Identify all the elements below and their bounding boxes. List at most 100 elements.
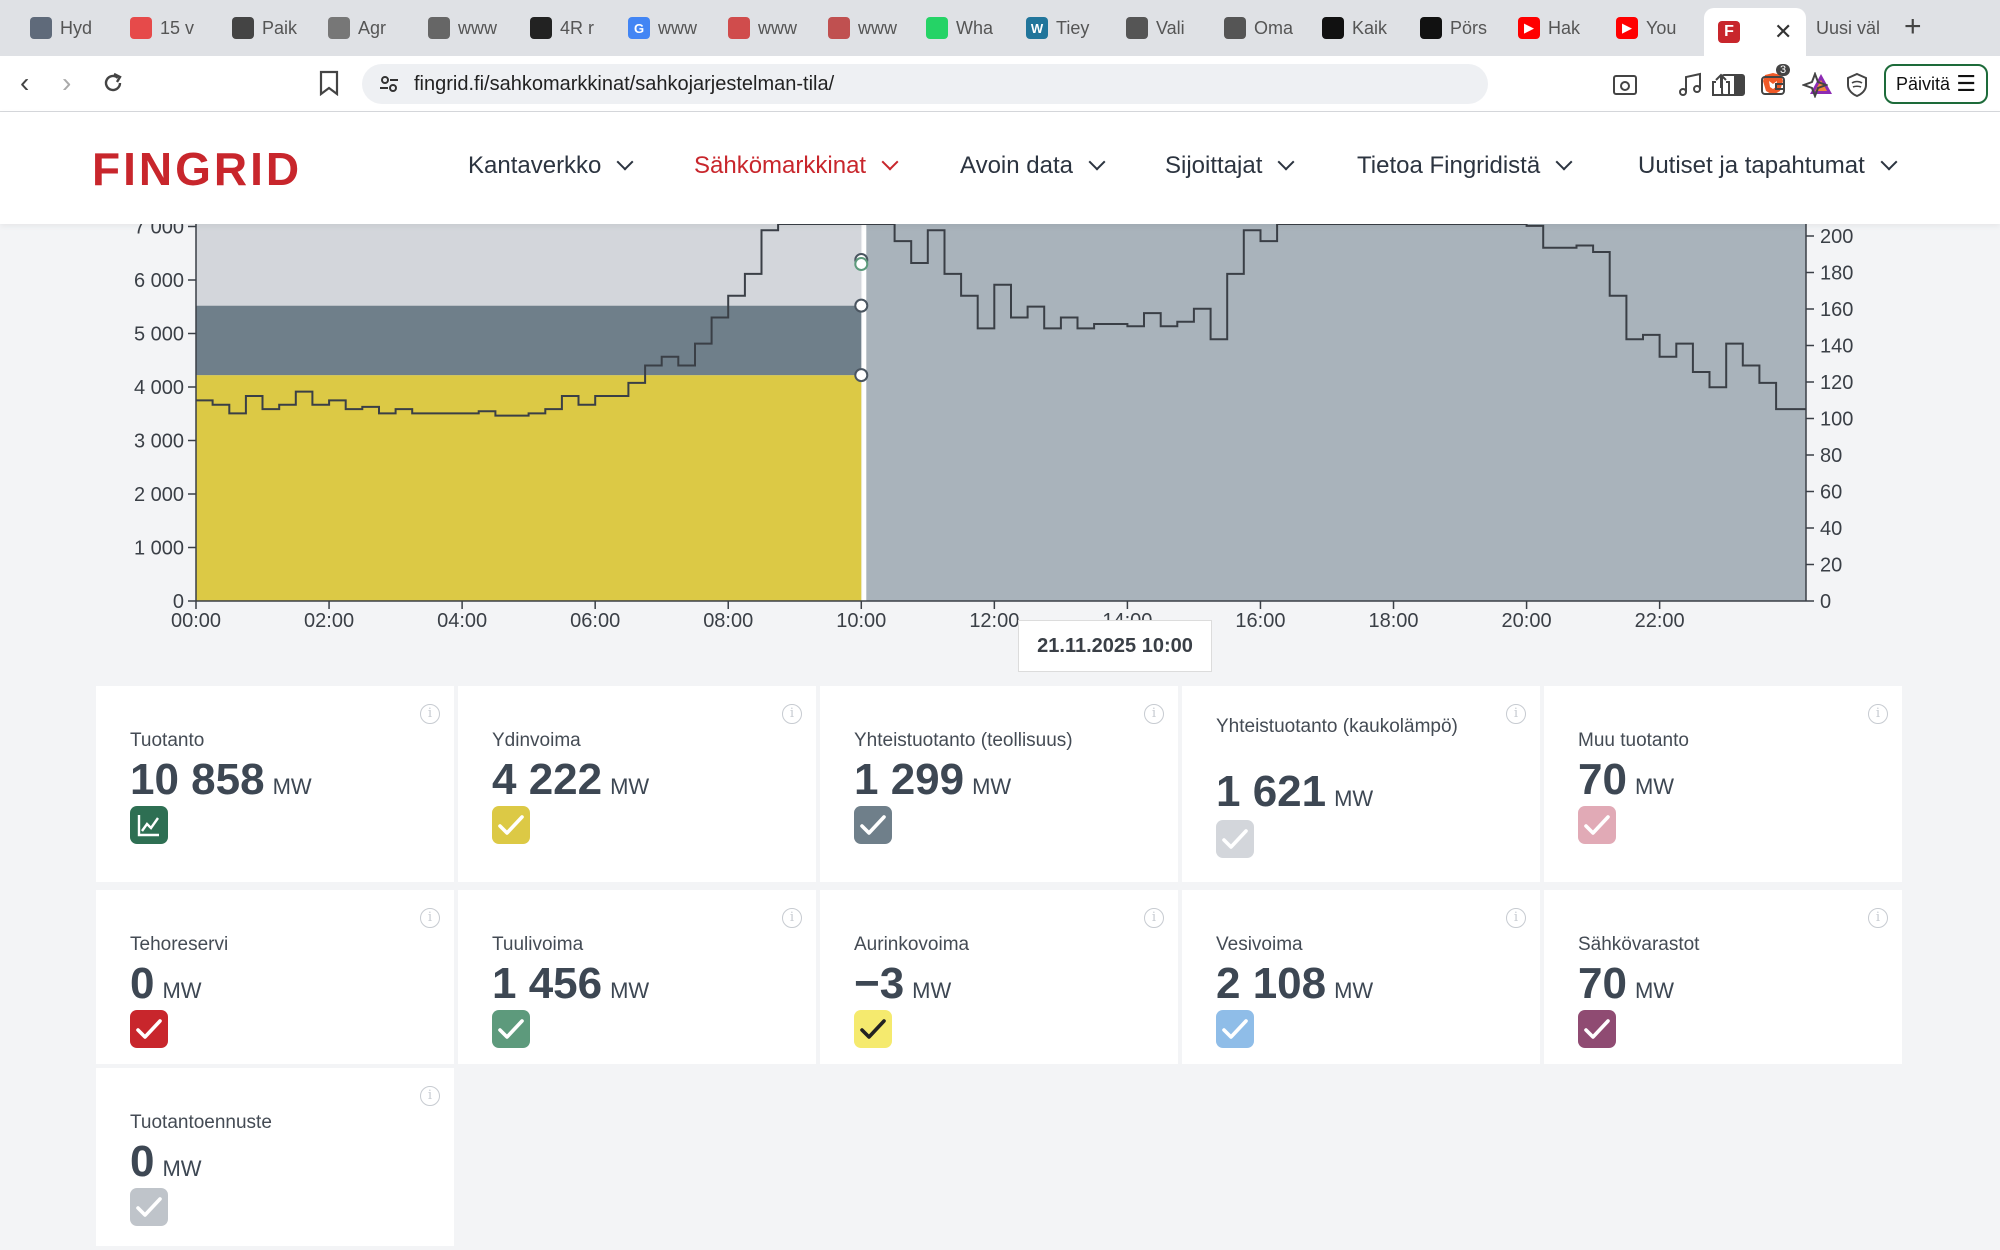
check-icon[interactable]: [130, 1188, 168, 1226]
tab-title: Kaik: [1352, 17, 1388, 38]
url-bar[interactable]: fingrid.fi/sahkomarkkinat/sahkojarjestel…: [362, 64, 1832, 104]
share-icon[interactable]: [1710, 73, 1732, 97]
sidebar-icon[interactable]: [1720, 72, 1746, 98]
info-icon[interactable]: i: [1868, 908, 1888, 928]
info-icon[interactable]: i: [1506, 704, 1526, 724]
nav-menu-item[interactable]: Uutiset ja tapahtumat: [1638, 152, 1898, 180]
back-icon[interactable]: ‹: [20, 67, 30, 98]
leo-ai-icon[interactable]: [1802, 72, 1828, 98]
nav-menu-item[interactable]: Sähkömarkkinat: [694, 152, 899, 180]
check-icon[interactable]: [1578, 806, 1616, 844]
tab-favicon-icon: ▶: [1518, 17, 1540, 39]
close-tab-icon[interactable]: ✕: [1774, 19, 1793, 44]
check-icon[interactable]: [854, 806, 892, 844]
card-unit: MW: [972, 774, 1012, 799]
media-icon[interactable]: [1678, 72, 1704, 98]
browser-tab[interactable]: ▶ You: [1616, 8, 1708, 48]
info-icon[interactable]: i: [1506, 908, 1526, 928]
browser-tab[interactable]: Wha: [926, 8, 1018, 48]
y-right-tick-label: 20: [1820, 555, 1842, 577]
check-icon[interactable]: [1578, 1010, 1616, 1048]
chevron-down-icon: [881, 153, 899, 171]
info-icon[interactable]: i: [1868, 704, 1888, 724]
browser-tab[interactable]: Paik: [232, 8, 324, 48]
chart-line-icon[interactable]: [130, 806, 168, 844]
bookmark-icon[interactable]: [318, 70, 340, 96]
nav-menu-item[interactable]: Kantaverkko: [468, 152, 634, 180]
card-value-number: 4 222: [492, 755, 603, 804]
tab-title: Pörs: [1450, 17, 1488, 38]
chevron-down-icon: [1880, 153, 1898, 171]
card-value: 2 108 MW: [1216, 960, 1373, 1015]
wallet-icon[interactable]: [1760, 72, 1786, 98]
card-label: Ydinvoima: [492, 730, 581, 751]
browser-tab[interactable]: ▶ Hak: [1518, 8, 1610, 48]
browser-tab[interactable]: www: [428, 8, 520, 48]
info-icon[interactable]: i: [1144, 704, 1164, 724]
card-value: 10 858 MW: [130, 756, 312, 811]
browser-tab-active[interactable]: F ✕: [1704, 8, 1807, 56]
check-icon[interactable]: [492, 1010, 530, 1048]
browser-tab[interactable]: 15 v: [130, 8, 222, 48]
y-right-tick-label: 200: [1820, 226, 1853, 248]
info-icon[interactable]: i: [420, 908, 440, 928]
browser-tab[interactable]: Vali: [1126, 8, 1218, 48]
browser-tab[interactable]: Uusi väl: [1816, 8, 1896, 48]
chart-canvas[interactable]: 0 1 000 2 000 3 000 4 000 5 000 6 000 7 000 0 20 4…: [96, 224, 1906, 684]
card-value-number: 70: [1578, 755, 1627, 804]
browser-tab[interactable]: Kaik: [1322, 8, 1414, 48]
card-unit: MW: [610, 774, 650, 799]
fingrid-logo[interactable]: FINGRID: [92, 143, 303, 195]
nav-menu-label: Tietoa Fingridistä: [1357, 152, 1541, 179]
url-text[interactable]: fingrid.fi/sahkomarkkinat/sahkojarjestel…: [414, 72, 835, 95]
check-icon[interactable]: [492, 806, 530, 844]
browser-tab[interactable]: www: [828, 8, 920, 48]
browser-tab[interactable]: www: [728, 8, 820, 48]
browser-tab[interactable]: Agr: [328, 8, 420, 48]
browser-tab[interactable]: Pörs: [1420, 8, 1512, 48]
card-value: 70 MW: [1578, 756, 1674, 811]
info-icon[interactable]: i: [420, 704, 440, 724]
browser-tab[interactable]: W Tiey: [1026, 8, 1118, 48]
check-icon[interactable]: [854, 1010, 892, 1048]
card-unit: MW: [162, 978, 202, 1003]
info-icon[interactable]: i: [1144, 908, 1164, 928]
info-icon[interactable]: i: [782, 908, 802, 928]
browser-tab[interactable]: Oma: [1224, 8, 1316, 48]
info-icon[interactable]: i: [782, 704, 802, 724]
nav-menu-item[interactable]: Tietoa Fingridistä: [1357, 152, 1573, 180]
tab-title: Hyd: [60, 17, 93, 38]
browser-tab[interactable]: 4R r: [530, 8, 622, 48]
card-value-number: 10 858: [130, 755, 265, 804]
price-line: [196, 224, 1806, 417]
x-tick-label: 04:00: [437, 610, 487, 632]
y-right-tick-label: 100: [1820, 409, 1853, 431]
nav-menu-item[interactable]: Sijoittajat: [1165, 152, 1295, 180]
x-tick-label: 12:00: [969, 610, 1019, 632]
card-value-number: 0: [130, 1137, 155, 1186]
update-button[interactable]: Päivitä ☰: [1884, 64, 1988, 104]
check-icon[interactable]: [1216, 1010, 1254, 1048]
new-tab-icon[interactable]: +: [1904, 10, 1922, 43]
chevron-down-icon: [1088, 153, 1106, 171]
site-settings-icon[interactable]: [378, 73, 400, 95]
vpn-shield-icon[interactable]: [1844, 72, 1870, 98]
forward-icon[interactable]: ›: [62, 67, 72, 98]
tab-favicon-icon: [1322, 17, 1344, 39]
tab-favicon-icon: G: [628, 17, 650, 39]
reader-mode-icon[interactable]: [1612, 72, 1638, 98]
card-label: Vesivoima: [1216, 934, 1303, 955]
check-icon[interactable]: [130, 1010, 168, 1048]
x-tick-label: 06:00: [570, 610, 620, 632]
card-unit: MW: [1334, 978, 1374, 1003]
browser-address-bar: ‹ › fingrid.fi/sahkomarkkinat/sahkojarje…: [0, 56, 2000, 112]
info-icon[interactable]: i: [420, 1086, 440, 1106]
nav-menu-item[interactable]: Avoin data: [960, 152, 1106, 180]
reload-icon[interactable]: [100, 70, 126, 96]
card-label: Yhteistuotanto (teollisuus): [854, 730, 1073, 751]
hover-point: [854, 257, 869, 271]
hover-point: [854, 298, 869, 313]
browser-tab[interactable]: Hyd: [30, 8, 122, 48]
check-icon[interactable]: [1216, 820, 1254, 858]
